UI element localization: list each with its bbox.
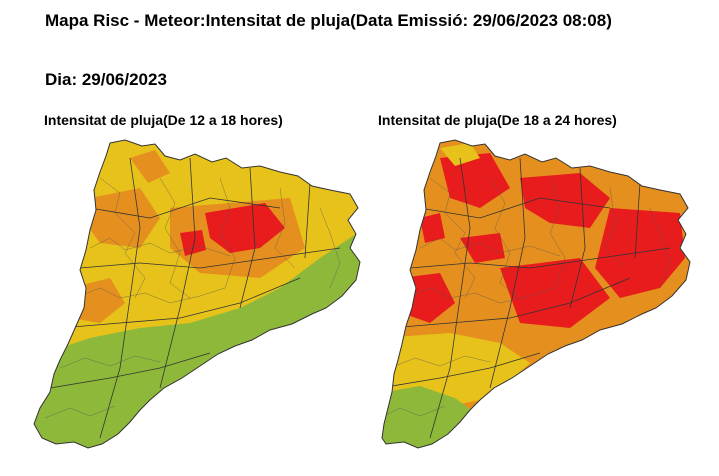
catalonia-shape-1	[34, 140, 360, 448]
day-label: Dia: 29/06/2023	[45, 70, 167, 89]
map-title-12-18: Intensitat de pluja(De 12 a 18 hores)	[44, 112, 283, 128]
catalonia-outline-1	[33, 139, 361, 449]
page-title: Mapa Risc - Meteor:Intensitat de pluja(D…	[45, 11, 612, 30]
map-title-18-24: Intensitat de pluja(De 18 a 24 hores)	[378, 112, 617, 128]
risk-map-12-18	[30, 138, 365, 458]
catalonia-outline-2	[381, 139, 691, 449]
risk-map-18-24	[380, 138, 715, 458]
catalonia-shape-2	[382, 140, 690, 448]
